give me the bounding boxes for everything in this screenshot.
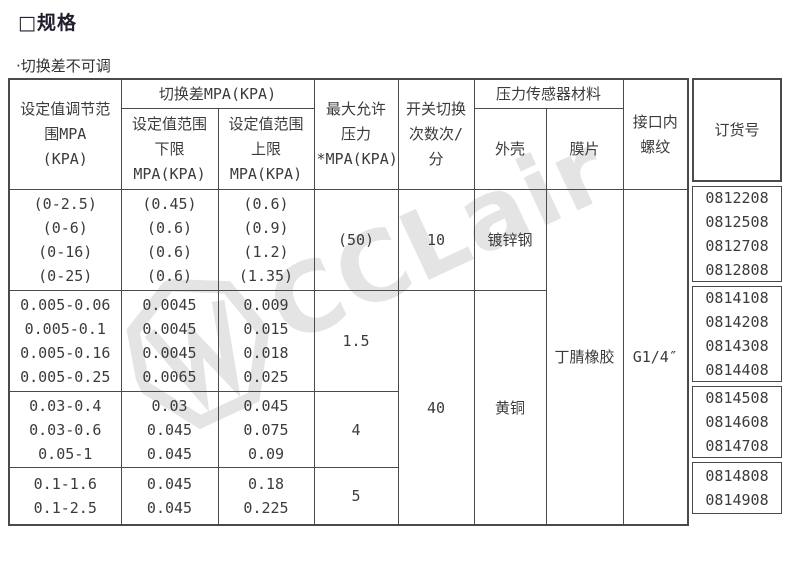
order-numbers-g2: 0814108 0814208 0814308 0814408 xyxy=(692,286,782,382)
max-pressure-cell-g4: 5 xyxy=(313,467,399,526)
header-lower-limit: 设定值范围 下限 MPA(KPA) xyxy=(120,108,219,190)
header-order-no: 订货号 xyxy=(692,78,782,182)
switch-times-cell-g234: 40 xyxy=(397,290,475,526)
lower-cell-g1: (0.45) (0.6) (0.6) (0.6) xyxy=(120,189,219,291)
max-pressure-cell-g3: 4 xyxy=(313,391,399,468)
header-set-range: 设定值调节范 围MPA (KPA) xyxy=(8,78,122,190)
header-diaphragm: 膜片 xyxy=(545,108,624,190)
housing-cell-g1: 镀锌钢 xyxy=(473,189,547,291)
lower-cell-g3: 0.03 0.045 0.045 xyxy=(120,391,219,468)
upper-cell-g4: 0.18 0.225 xyxy=(217,467,315,526)
header-housing: 外壳 xyxy=(473,108,547,190)
page-title: □规格 xyxy=(18,12,77,34)
upper-cell-g2: 0.009 0.015 0.018 0.025 xyxy=(217,290,315,392)
range-cell-g2: 0.005-0.06 0.005-0.1 0.005-0.16 0.005-0.… xyxy=(8,290,122,392)
upper-cell-g1: (0.6) (0.9) (1.2) (1.35) xyxy=(217,189,315,291)
order-numbers-g4: 0814808 0814908 xyxy=(692,462,782,514)
max-pressure-cell-g2: 1.5 xyxy=(313,290,399,392)
switch-times-cell-g1: 10 xyxy=(397,189,475,291)
diaphragm-cell: 丁腈橡胶 xyxy=(545,189,624,526)
spec-content: CCLair 设定值调节范 围MPA (KPA) 切换差MPA(KPA) 最大允… xyxy=(8,78,782,526)
thread-cell: G1/4″ xyxy=(622,189,689,526)
housing-cell-g234: 黄铜 xyxy=(473,290,547,526)
order-number-column: 订货号 0812208 0812508 0812708 0812808 0814… xyxy=(692,78,782,514)
range-cell-g3: 0.03-0.4 0.03-0.6 0.05-1 xyxy=(8,391,122,468)
order-numbers-g1: 0812208 0812508 0812708 0812808 xyxy=(692,186,782,282)
upper-cell-g3: 0.045 0.075 0.09 xyxy=(217,391,315,468)
header-switch-times: 开关切换 次数次/ 分 xyxy=(397,78,475,190)
range-cell-g4: 0.1-1.6 0.1-2.5 xyxy=(8,467,122,526)
lower-cell-g4: 0.045 0.045 xyxy=(120,467,219,526)
header-upper-limit: 设定值范围 上限 MPA(KPA) xyxy=(217,108,315,190)
header-max-pressure: 最大允许 压力 *MPA(KPA) xyxy=(313,78,399,190)
max-pressure-cell-g1: (50) xyxy=(313,189,399,291)
lower-cell-g2: 0.0045 0.0045 0.0045 0.0065 xyxy=(120,290,219,392)
range-cell-g1: (0-2.5) (0-6) (0-16) (0-25) xyxy=(8,189,122,291)
header-switch-diff: 切换差MPA(KPA) xyxy=(120,78,315,109)
spec-table: 设定值调节范 围MPA (KPA) 切换差MPA(KPA) 最大允许 压力 *M… xyxy=(8,78,690,526)
order-numbers-g3: 0814508 0814608 0814708 xyxy=(692,386,782,458)
header-thread: 接口内 螺纹 xyxy=(622,78,689,190)
header-sensor-material: 压力传感器材料 xyxy=(473,78,624,109)
note-switch-diff: ·切换差不可调 xyxy=(16,57,111,75)
